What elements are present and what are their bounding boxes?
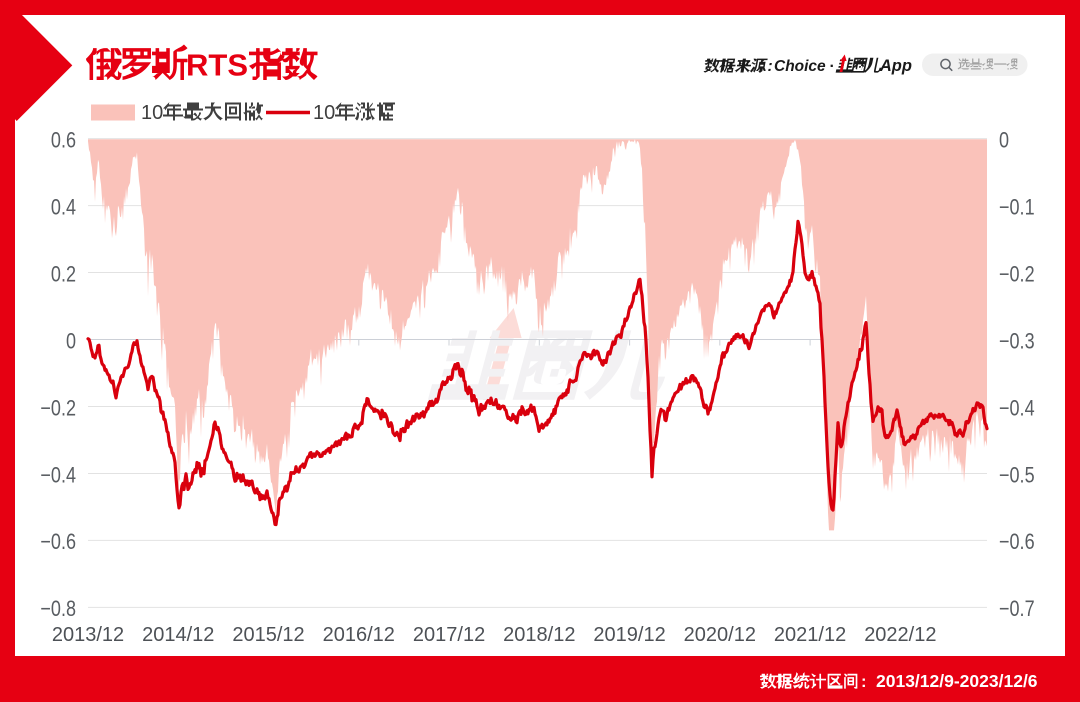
svg-text:Choice: Choice [774, 58, 826, 75]
svg-text:−0.7: −0.7 [999, 598, 1035, 622]
svg-text:10: 10 [313, 102, 335, 124]
svg-text:−0.8: −0.8 [40, 598, 76, 622]
svg-text:0.4: 0.4 [51, 196, 76, 220]
svg-text:−0.6: −0.6 [40, 531, 76, 555]
svg-text:2015/12: 2015/12 [232, 624, 304, 646]
svg-text:−0.1: −0.1 [999, 196, 1035, 220]
svg-text:−0.2: −0.2 [999, 263, 1035, 287]
svg-text:−0.5: −0.5 [999, 464, 1035, 488]
svg-text:App: App [879, 57, 912, 75]
svg-text:2017/12: 2017/12 [413, 624, 485, 646]
svg-text:0.6: 0.6 [51, 129, 76, 153]
svg-text:RTS: RTS [186, 48, 248, 83]
svg-text:10: 10 [141, 102, 163, 124]
svg-text:0.2: 0.2 [51, 263, 76, 287]
svg-text:−0.4: −0.4 [999, 397, 1035, 421]
svg-text:2022/12: 2022/12 [864, 624, 936, 646]
svg-text:−0.2: −0.2 [40, 397, 76, 421]
svg-text:2013/12: 2013/12 [52, 624, 124, 646]
svg-text::: : [861, 673, 867, 691]
svg-text:2014/12: 2014/12 [142, 624, 214, 646]
svg-text:2020/12: 2020/12 [684, 624, 756, 646]
svg-text:−0.4: −0.4 [40, 464, 76, 488]
svg-text:−0.3: −0.3 [999, 330, 1035, 354]
svg-text::: : [768, 58, 773, 75]
svg-text:2018/12: 2018/12 [503, 624, 575, 646]
svg-text:2019/12: 2019/12 [593, 624, 665, 646]
svg-text:2021/12: 2021/12 [774, 624, 846, 646]
svg-text:0: 0 [66, 330, 76, 354]
svg-text:2016/12: 2016/12 [323, 624, 395, 646]
svg-text:0: 0 [999, 129, 1009, 153]
svg-text:2013/12/9-2023/12/6: 2013/12/9-2023/12/6 [876, 671, 1038, 691]
svg-text:·: · [830, 58, 835, 75]
svg-text:−0.6: −0.6 [999, 531, 1035, 555]
